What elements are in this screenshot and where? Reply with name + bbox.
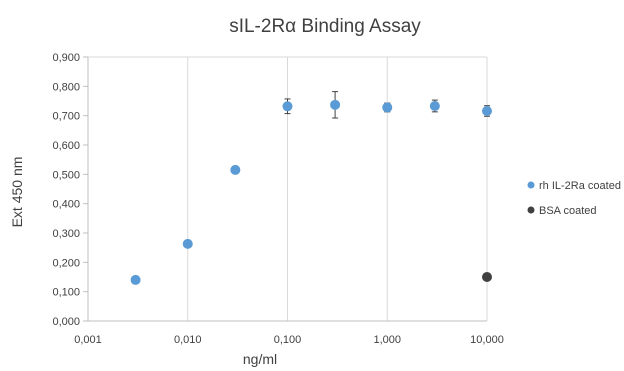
legend-label-0: rh IL-2Ra coated xyxy=(539,180,621,192)
y-tick-label: 0,700 xyxy=(52,111,80,123)
grid xyxy=(87,56,488,321)
y-tick-label: 0,300 xyxy=(52,228,80,240)
y-tick-label: 0,900 xyxy=(52,52,80,64)
data-point-series-0 xyxy=(482,105,492,116)
legend-label-1: BSA coated xyxy=(539,205,597,217)
x-tick-label: 0,100 xyxy=(274,334,302,346)
legend-marker-1 xyxy=(527,206,535,214)
x-tick-label: 10,000 xyxy=(470,334,504,346)
x-tick-label: 1,000 xyxy=(373,334,401,346)
y-tick-label: 0,600 xyxy=(52,140,80,152)
y-tick-label: 0,000 xyxy=(52,316,80,328)
x-tick-label: 0,010 xyxy=(174,334,202,346)
data-point-series-1 xyxy=(482,272,492,282)
chart-title: sIL-2Rα Binding Assay xyxy=(229,16,421,37)
data-point-series-0 xyxy=(382,102,393,113)
data-point-series-0 xyxy=(130,274,141,285)
data-point-series-0 xyxy=(230,164,241,175)
data-point-series-0 xyxy=(182,238,193,249)
x-axis-label: ng/ml xyxy=(243,351,277,367)
y-tick-labels: 0,000 0,100 0,200 0,300 0,400 0,500 0,600 0,700… xyxy=(52,52,80,328)
y-tick-label: 0,800 xyxy=(52,81,80,93)
y-tick-label: 0,500 xyxy=(52,169,80,181)
x-tick-labels: 0,001 0,010 0,100 1,000 10,000 xyxy=(74,334,504,346)
legend-marker-0 xyxy=(527,181,535,189)
data-point-series-0 xyxy=(330,99,341,110)
axes xyxy=(83,56,487,322)
data-point-series-0 xyxy=(282,101,293,112)
x-tick-label: 0,001 xyxy=(74,334,102,346)
y-tick-label: 0,100 xyxy=(52,287,80,299)
y-axis-label: Ext 450 nm xyxy=(9,157,25,228)
y-tick-label: 0,200 xyxy=(52,257,80,269)
y-tick-label: 0,400 xyxy=(52,199,80,211)
data-point-series-0 xyxy=(429,100,440,111)
legend: rh IL-2Ra coated BSA coated xyxy=(527,180,621,217)
data-points xyxy=(130,99,492,285)
